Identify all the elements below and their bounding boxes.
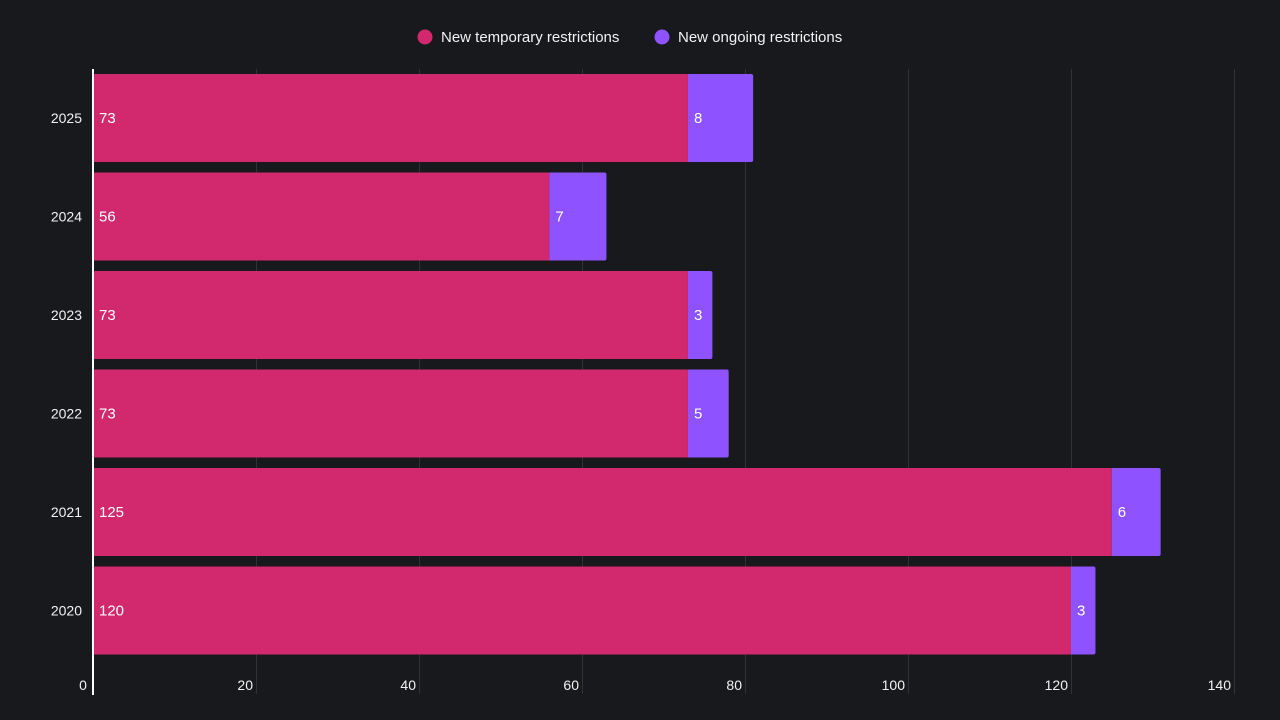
bar-temporary-2020[interactable]: [93, 566, 1071, 655]
y-tick-label-2021: 2021: [51, 504, 82, 520]
bar-ongoing-2025[interactable]: [687, 74, 754, 162]
y-tick-label-2020: 2020: [51, 603, 82, 619]
y-tick-label-2023: 2023: [51, 307, 82, 323]
y-tick-label-2024: 2024: [51, 209, 82, 225]
bar-label-temporary-2025: 73: [99, 110, 116, 127]
x-tick-label-40: 40: [400, 677, 416, 693]
bar-ongoing-2021[interactable]: [1111, 468, 1161, 556]
bar-label-temporary-2021: 125: [99, 504, 124, 521]
x-tick-label-100: 100: [882, 677, 906, 693]
x-tick-label-120: 120: [1045, 677, 1069, 693]
bar-temporary-2023[interactable]: [93, 271, 688, 359]
x-tick-label-140: 140: [1208, 677, 1232, 693]
bar-ongoing-2023[interactable]: [687, 271, 713, 359]
bar-label-ongoing-2021: 6: [1118, 504, 1126, 521]
bar-temporary-2025[interactable]: [93, 74, 688, 162]
bar-label-temporary-2023: 73: [99, 307, 116, 324]
legend-label-new-ongoing-restrictions[interactable]: New ongoing restrictions: [678, 29, 842, 46]
legend-swatch-new-temporary-restrictions[interactable]: [417, 29, 433, 45]
bar-label-temporary-2024: 56: [99, 209, 116, 226]
bars: 73 8 56 7 73 3 73 5 125 6 120 3: [93, 74, 1161, 655]
bar-temporary-2022[interactable]: [93, 369, 688, 458]
x-tick-label-20: 20: [237, 677, 253, 693]
bar-temporary-2021[interactable]: [93, 468, 1112, 556]
x-tick-label-0: 0: [79, 677, 87, 693]
bar-label-temporary-2022: 73: [99, 406, 116, 423]
x-tick-label-80: 80: [726, 677, 742, 693]
bar-label-temporary-2020: 120: [99, 603, 124, 620]
y-axis: 2025 2024 2023 2022 2021 2020: [51, 69, 94, 695]
bar-ongoing-2024[interactable]: [549, 172, 607, 261]
bar-ongoing-2020[interactable]: [1071, 566, 1096, 655]
bar-label-ongoing-2022: 5: [694, 406, 702, 423]
bar-temporary-2024[interactable]: [93, 172, 550, 261]
bar-ongoing-2022[interactable]: [687, 369, 729, 458]
y-tick-label-2022: 2022: [51, 406, 82, 422]
bar-label-ongoing-2020: 3: [1077, 603, 1085, 620]
bar-label-ongoing-2024: 7: [555, 209, 563, 226]
bar-label-ongoing-2025: 8: [694, 110, 702, 127]
bar-label-ongoing-2023: 3: [694, 307, 702, 324]
legend-label-new-temporary-restrictions[interactable]: New temporary restrictions: [441, 29, 619, 46]
legend-swatch-new-ongoing-restrictions[interactable]: [654, 29, 670, 45]
y-tick-label-2025: 2025: [51, 110, 82, 126]
legend: New temporary restrictions New ongoing re…: [417, 29, 842, 46]
x-tick-label-60: 60: [563, 677, 579, 693]
x-axis: 0 20 40 60 80 100 120 140: [79, 677, 1231, 693]
